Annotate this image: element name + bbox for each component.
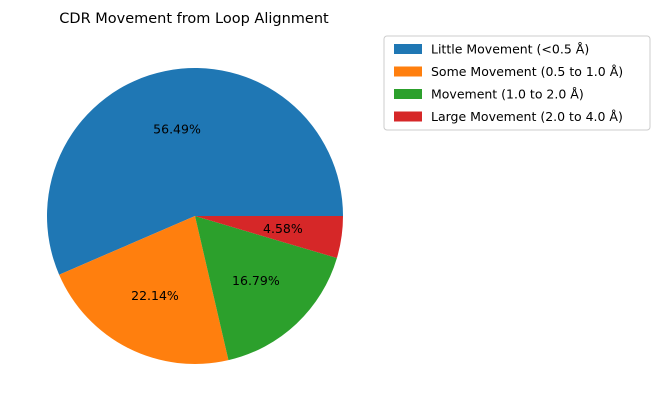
legend-label-3: Movement (1.0 to 2.0 Å): [431, 87, 584, 102]
legend-frame: [383, 35, 651, 131]
legend-label-1: Little Movement (<0.5 Å): [431, 42, 589, 57]
pie-percent-label-1: 56.49%: [153, 122, 201, 137]
legend-swatch-4: [394, 111, 422, 122]
pie-percent-label-3: 16.79%: [232, 273, 280, 288]
pie-slices: [46, 68, 343, 364]
pie-slice-4: [195, 216, 343, 259]
pie-slice-3: [195, 216, 337, 361]
chart-title: CDR Movement from Loop Alignment: [59, 11, 329, 27]
legend-swatch-1: [394, 44, 422, 54]
pie-percent-label-4: 4.58%: [263, 221, 303, 236]
legend: Little Movement (<0.5 Å) Some Movement (0…: [383, 35, 651, 131]
pie-percent-label-2: 22.14%: [131, 288, 179, 303]
pie-slice-1: [46, 68, 343, 275]
legend-label-2: Some Movement (0.5 to 1.0 Å): [431, 64, 623, 79]
pie-percent-labels: 56.49% 22.14% 16.79% 4.58%: [131, 122, 303, 303]
legend-label-4: Large Movement (2.0 to 4.0 Å): [431, 109, 623, 124]
legend-swatch-3: [394, 89, 422, 99]
legend-swatch-2: [394, 66, 422, 77]
pie-slice-2: [59, 216, 229, 364]
